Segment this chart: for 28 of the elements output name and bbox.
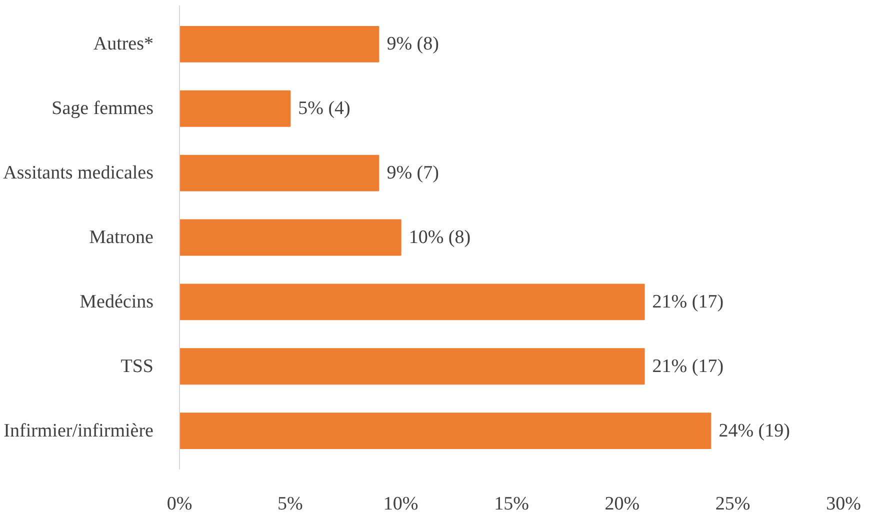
data-label: 24% (19)	[718, 420, 790, 442]
x-tick-label: 15%	[494, 494, 530, 514]
data-label: 21% (17)	[652, 356, 724, 377]
y-tick-label: TSS	[120, 356, 154, 377]
x-tick-label: 25%	[715, 494, 750, 514]
y-tick-label: Infirmier/infirmière	[4, 420, 154, 442]
x-tick-label: 0%	[166, 494, 192, 514]
bar	[180, 412, 712, 450]
bar	[180, 90, 291, 127]
y-tick-label: Sage femmes	[52, 98, 154, 120]
x-tick-label: 20%	[604, 494, 640, 514]
data-label: 5% (4)	[298, 98, 350, 120]
bar	[180, 154, 380, 192]
data-label: 10% (8)	[408, 227, 471, 248]
y-tick-label: Medécins	[80, 291, 154, 312]
bar	[180, 219, 402, 256]
data-label: 21% (17)	[652, 291, 724, 312]
bar	[180, 348, 645, 385]
y-tick-label: Autres*	[93, 34, 154, 55]
data-label: 9% (8)	[386, 34, 439, 55]
x-tick-label: 10%	[383, 494, 418, 514]
x-tick-label: 5%	[278, 494, 304, 514]
bar	[180, 284, 645, 320]
y-tick-label: Assitants medicales	[3, 162, 154, 184]
bar	[180, 26, 380, 62]
y-tick-label: Matrone	[89, 227, 154, 248]
data-label: 9% (7)	[386, 162, 439, 184]
x-tick-label: 30%	[826, 494, 862, 514]
